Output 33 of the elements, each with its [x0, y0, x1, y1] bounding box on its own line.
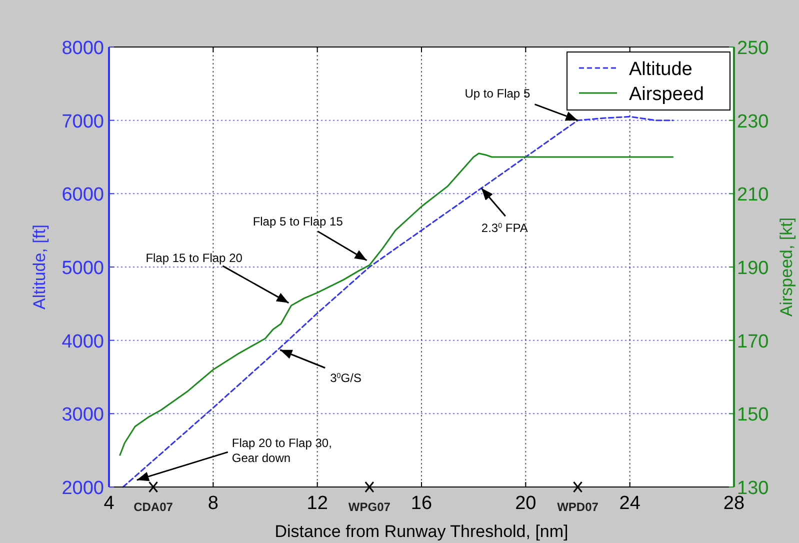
- y-tick-label: 6000: [62, 184, 104, 206]
- legend-label: Altitude: [629, 59, 692, 80]
- annotation: Up to Flap 5: [464, 86, 530, 100]
- x-tick-label: 24: [619, 493, 641, 514]
- y2-tick-label: 250: [737, 38, 769, 59]
- y-tick-label: 4000: [62, 331, 104, 352]
- x-tick-label: 20: [515, 493, 536, 514]
- y-tick-label: 5000: [62, 258, 104, 279]
- y2-tick-label: 210: [737, 184, 769, 206]
- legend-label: Airspeed: [629, 84, 704, 105]
- annotation: WPD07: [557, 500, 599, 514]
- annotation: Flap 15 to Flap 20: [146, 250, 243, 265]
- annotation: Flap 20 to Flap 30, Gear down: [232, 436, 332, 466]
- annotation: WPG07: [348, 500, 391, 514]
- annotation: Flap 5 to Flap 15: [252, 214, 344, 228]
- y2-tick-label: 230: [737, 111, 769, 132]
- annotation: 2.3$^{0}$ FPA: [481, 220, 528, 236]
- y-tick-label: 8000: [62, 38, 104, 59]
- annotation: 3$^{0}$G/S: [330, 370, 362, 385]
- y-tick-label: 3000: [62, 404, 104, 426]
- y2-tick-label: 190: [737, 258, 769, 279]
- y-tick-label: 2000: [62, 478, 104, 499]
- y2-axis-title: Airspeed, [kt]: [777, 217, 796, 317]
- y-tick-label: 7000: [62, 111, 104, 132]
- x-tick-label: 4: [104, 493, 115, 514]
- x-tick-label: 12: [306, 493, 328, 514]
- y-axis-title: Altitude, [ft]: [30, 224, 49, 310]
- x-axis-title: Distance from Runway Threshold, [nm]: [274, 522, 568, 541]
- x-tick-label: 8: [208, 493, 218, 514]
- x-tick-label: 16: [410, 493, 432, 514]
- annotation: CDA07: [134, 500, 174, 514]
- y2-tick-label: 150: [737, 404, 769, 426]
- y2-tick-label: 170: [737, 331, 769, 352]
